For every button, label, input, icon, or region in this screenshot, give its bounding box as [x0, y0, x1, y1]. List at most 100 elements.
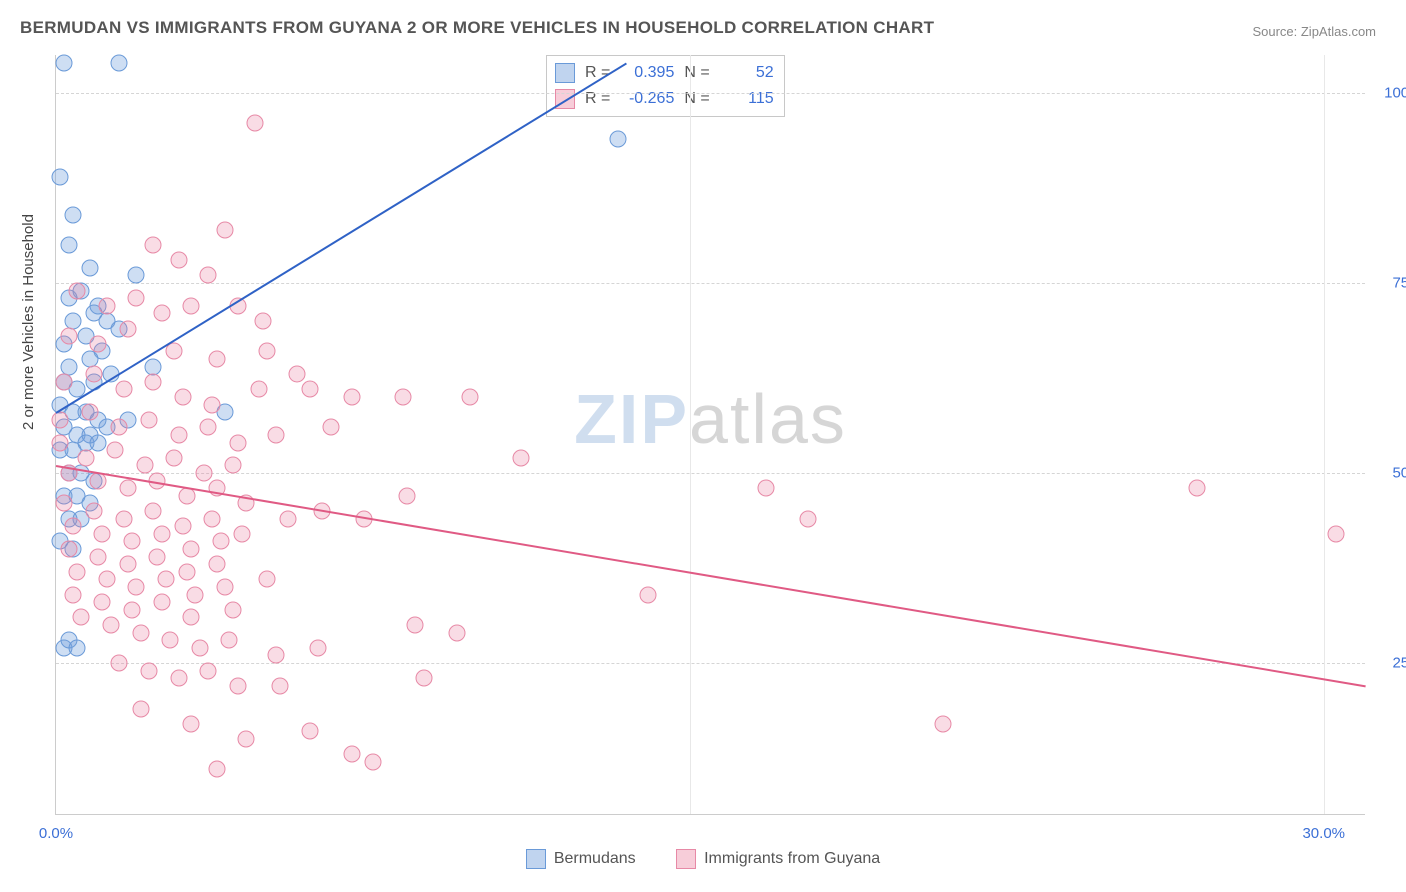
data-point: [288, 366, 305, 383]
data-point: [145, 503, 162, 520]
stats-row-guyana: R = -0.265 N = 115: [555, 86, 774, 112]
data-point: [77, 449, 94, 466]
data-point: [449, 624, 466, 641]
data-point: [166, 343, 183, 360]
data-point: [119, 320, 136, 337]
data-point: [132, 624, 149, 641]
data-point: [64, 206, 81, 223]
gridline-v: [1324, 55, 1325, 814]
data-point: [149, 548, 166, 565]
data-point: [98, 297, 115, 314]
data-point: [259, 343, 276, 360]
data-point: [462, 389, 479, 406]
watermark: ZIPatlas: [574, 379, 847, 459]
data-point: [221, 632, 238, 649]
data-point: [217, 221, 234, 238]
trend-line: [56, 465, 1366, 687]
data-point: [322, 419, 339, 436]
data-point: [52, 434, 69, 451]
data-point: [271, 677, 288, 694]
data-point: [225, 601, 242, 618]
data-point: [301, 381, 318, 398]
trend-line: [55, 63, 627, 414]
data-point: [512, 449, 529, 466]
data-point: [212, 533, 229, 550]
data-point: [60, 237, 77, 254]
data-point: [233, 525, 250, 542]
watermark-atlas: atlas: [689, 380, 847, 458]
data-point: [90, 548, 107, 565]
data-point: [310, 639, 327, 656]
data-point: [1328, 525, 1345, 542]
data-point: [98, 571, 115, 588]
data-point: [94, 525, 111, 542]
data-point: [255, 313, 272, 330]
data-point: [200, 662, 217, 679]
data-point: [229, 434, 246, 451]
data-point: [200, 419, 217, 436]
data-point: [56, 54, 73, 71]
ytick-label: 50.0%: [1375, 465, 1406, 482]
data-point: [86, 503, 103, 520]
data-point: [111, 54, 128, 71]
data-point: [102, 617, 119, 634]
gridline-v: [690, 55, 691, 814]
data-point: [124, 533, 141, 550]
data-point: [217, 579, 234, 596]
data-point: [191, 639, 208, 656]
gridline-h: [56, 283, 1365, 284]
data-point: [140, 411, 157, 428]
stats-row-bermudans: R = 0.395 N = 52: [555, 60, 774, 86]
data-point: [145, 373, 162, 390]
data-point: [183, 715, 200, 732]
stat-n-label: N =: [684, 60, 709, 86]
stat-n-value: 52: [720, 60, 774, 86]
data-point: [238, 731, 255, 748]
data-point: [229, 677, 246, 694]
data-point: [183, 541, 200, 558]
data-point: [187, 586, 204, 603]
data-point: [56, 373, 73, 390]
data-point: [204, 510, 221, 527]
data-point: [64, 518, 81, 535]
data-point: [69, 639, 86, 656]
data-point: [1188, 480, 1205, 497]
legend-item-guyana: Immigrants from Guyana: [676, 849, 880, 869]
data-point: [179, 563, 196, 580]
data-point: [183, 609, 200, 626]
data-point: [204, 396, 221, 413]
series-legend: Bermudans Immigrants from Guyana: [0, 849, 1406, 874]
data-point: [69, 282, 86, 299]
legend-label: Immigrants from Guyana: [704, 850, 880, 868]
data-point: [81, 404, 98, 421]
data-point: [119, 480, 136, 497]
legend-item-bermudans: Bermudans: [526, 849, 636, 869]
data-point: [415, 670, 432, 687]
data-point: [246, 115, 263, 132]
data-point: [610, 130, 627, 147]
stat-r-value: 0.395: [620, 60, 674, 86]
data-point: [250, 381, 267, 398]
stat-r-value: -0.265: [620, 86, 674, 112]
data-point: [343, 746, 360, 763]
data-point: [757, 480, 774, 497]
swatch-blue-icon: [555, 63, 575, 83]
data-point: [64, 586, 81, 603]
data-point: [128, 290, 145, 307]
stat-n-label: N =: [684, 86, 709, 112]
data-point: [128, 267, 145, 284]
stat-r-label: R =: [585, 86, 610, 112]
data-point: [52, 168, 69, 185]
gridline-h: [56, 663, 1365, 664]
data-point: [170, 670, 187, 687]
data-point: [208, 556, 225, 573]
stat-n-value: 115: [720, 86, 774, 112]
data-point: [166, 449, 183, 466]
data-point: [60, 541, 77, 558]
data-point: [60, 328, 77, 345]
data-point: [183, 297, 200, 314]
data-point: [153, 594, 170, 611]
data-point: [86, 366, 103, 383]
data-point: [935, 715, 952, 732]
data-point: [170, 252, 187, 269]
